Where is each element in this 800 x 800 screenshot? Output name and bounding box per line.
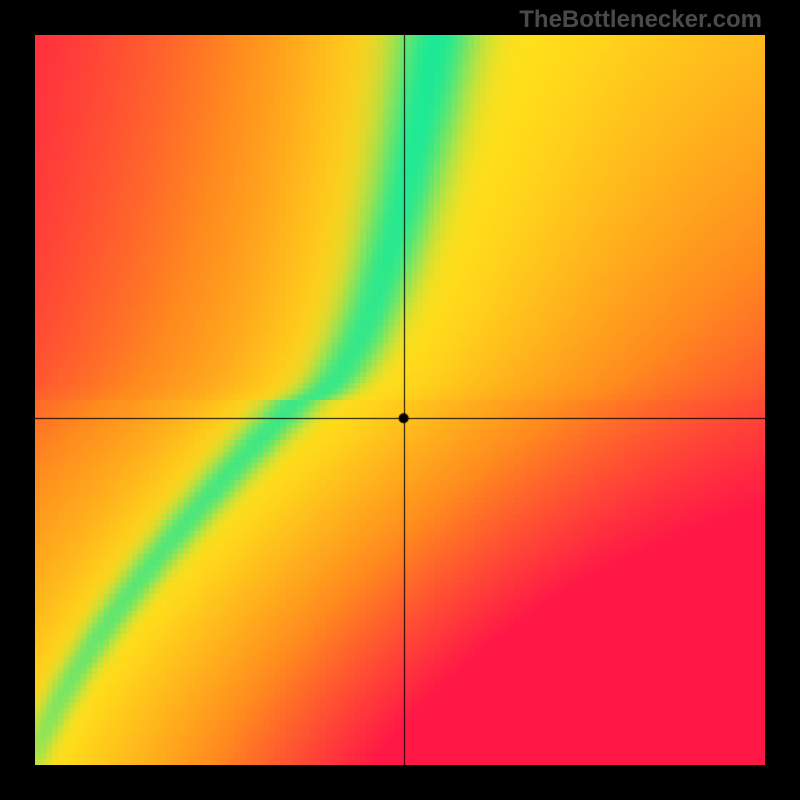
watermark-text: TheBottlenecker.com (519, 6, 762, 34)
bottleneck-heatmap (35, 35, 765, 765)
chart-container: TheBottlenecker.com (0, 0, 800, 800)
